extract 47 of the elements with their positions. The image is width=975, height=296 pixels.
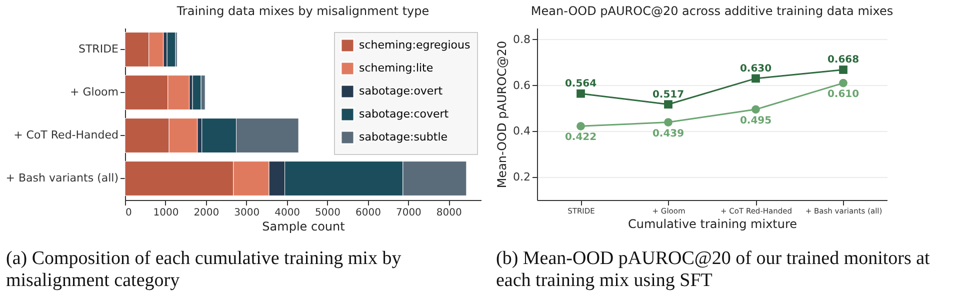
y-tick-label: 0.4 bbox=[513, 124, 530, 138]
y-tick-label: 0.8 bbox=[513, 32, 530, 46]
point bbox=[752, 105, 760, 114]
y-tick-label: + Gloom bbox=[70, 86, 118, 98]
legend-label: scheming:lite bbox=[359, 62, 434, 74]
x-axis-title: Cumulative training mixture bbox=[628, 217, 798, 231]
data-label: 0.668 bbox=[827, 54, 860, 66]
legend-label: sabotage:covert bbox=[359, 108, 450, 120]
chart-title: Mean-OOD pAUROC@20 across additive training data mixes bbox=[530, 4, 894, 18]
y-axis-title: Mean-OOD pAUROC@20 bbox=[495, 40, 510, 188]
data-label: 0.564 bbox=[564, 78, 597, 90]
y-tick-label: + CoT Red-Handed bbox=[14, 128, 118, 142]
x-tick-label: 5000 bbox=[315, 208, 340, 218]
x-tick-label: 2000 bbox=[194, 208, 220, 218]
point bbox=[576, 89, 585, 98]
y-tick-label: 0.2 bbox=[513, 170, 530, 184]
y-tick-label: STRIDE bbox=[78, 42, 119, 56]
x-tick-label: 7000 bbox=[396, 208, 422, 218]
point bbox=[752, 74, 760, 83]
data-label: 0.422 bbox=[564, 132, 597, 144]
y-tick-label: + Bash variants (all) bbox=[6, 172, 118, 184]
x-tick-label: 6000 bbox=[356, 208, 381, 218]
data-label: 0.610 bbox=[827, 89, 860, 100]
data-label: 0.495 bbox=[740, 115, 772, 126]
legend-label: sabotage:subtle bbox=[359, 130, 448, 144]
data-label: 0.439 bbox=[652, 128, 684, 140]
y-tick-label: 0.6 bbox=[513, 78, 530, 92]
point bbox=[839, 66, 848, 74]
x-tick-label: 4000 bbox=[274, 208, 300, 218]
x-tick-label: 1000 bbox=[153, 208, 179, 218]
text: (b) Mean-OOD pAUROC@20 of our trained monitors at each training mix using SFT bbox=[496, 248, 931, 292]
point bbox=[839, 78, 848, 88]
point bbox=[664, 118, 672, 126]
x-axis-title: Sample count bbox=[262, 220, 346, 234]
data-label: 0.630 bbox=[740, 63, 772, 74]
legend-label: scheming:egregious bbox=[359, 38, 470, 52]
legend-label: sabotage:overt bbox=[359, 84, 444, 98]
point bbox=[664, 100, 672, 109]
text: (a) Composition of each cumulative training mix by misalignment category bbox=[6, 248, 402, 292]
bar bbox=[192, 75, 202, 110]
x-tick-label: 8000 bbox=[436, 208, 462, 218]
chart-title: Training data mixes by misalignment type bbox=[176, 4, 430, 18]
point bbox=[576, 122, 585, 130]
x-tick-label: 3000 bbox=[234, 208, 260, 218]
x-tick-label: 0 bbox=[126, 208, 132, 218]
data-label: 0.517 bbox=[652, 89, 684, 100]
bar bbox=[166, 32, 176, 67]
